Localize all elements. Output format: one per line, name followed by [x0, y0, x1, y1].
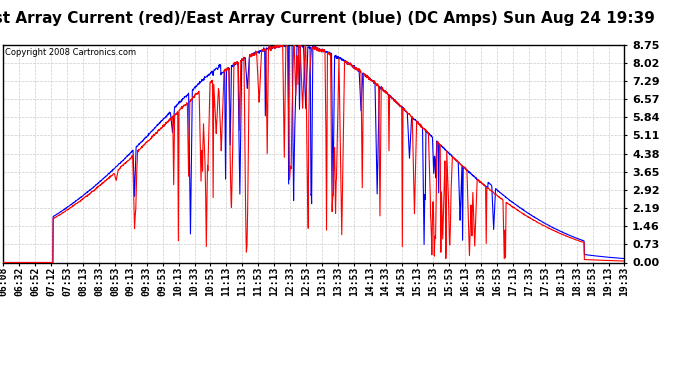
Text: Copyright 2008 Cartronics.com: Copyright 2008 Cartronics.com	[5, 48, 136, 57]
Text: West Array Current (red)/East Array Current (blue) (DC Amps) Sun Aug 24 19:39: West Array Current (red)/East Array Curr…	[0, 11, 654, 26]
